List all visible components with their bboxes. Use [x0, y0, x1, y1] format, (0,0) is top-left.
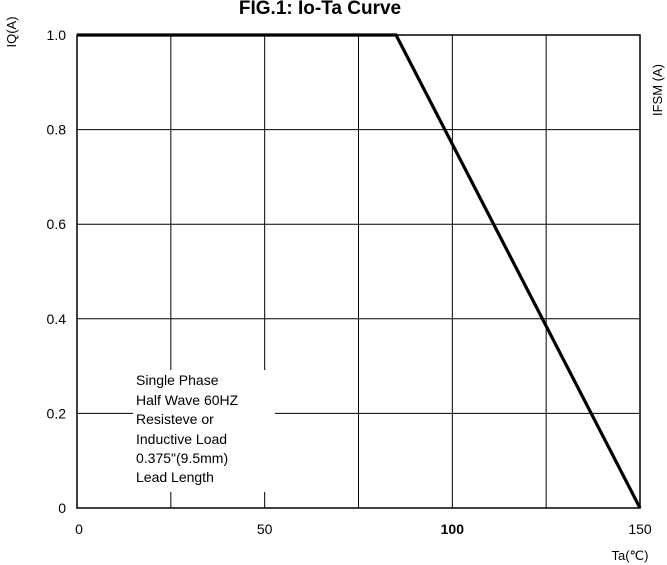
- chart-annotation: Single Phase Half Wave 60HZ Resisteve or…: [133, 370, 275, 492]
- annotation-line-1: Single Phase: [136, 372, 219, 388]
- series-line-0: [77, 33, 642, 509]
- x-tick-label-0: 0: [75, 521, 83, 537]
- x-tick-label-2: 100: [441, 521, 465, 537]
- y-tick-label-0: 0: [58, 500, 66, 516]
- annotation-line-6: Lead Length: [136, 469, 214, 485]
- x-tick-label-3: 150: [628, 521, 652, 537]
- y-tick-label-5: 1.0: [47, 27, 67, 43]
- right-y-axis-label: IFSM (A): [650, 64, 665, 116]
- annotation-line-5: 0.375"(9.5mm): [136, 450, 228, 466]
- x-axis-label: Ta(℃): [612, 548, 649, 563]
- y-axis-label: IQ(A): [4, 16, 19, 47]
- y-tick-label-1: 0.2: [47, 405, 67, 421]
- annotation-line-2: Half Wave 60HZ: [136, 392, 239, 408]
- chart-title: FIG.1: Io-Ta Curve: [239, 0, 401, 19]
- annotation-background: [133, 370, 275, 492]
- tick-labels: 0 0.2 0.4 0.6 0.8 1.0 0 50 100 150: [47, 27, 652, 537]
- series-layer: [77, 33, 642, 509]
- annotation-line-3: Resisteve or: [136, 411, 214, 427]
- y-tick-label-2: 0.4: [47, 311, 67, 327]
- annotation-line-4: Inductive Load: [136, 431, 227, 447]
- y-tick-label-4: 0.8: [47, 122, 67, 138]
- y-tick-label-3: 0.6: [47, 216, 67, 232]
- x-tick-label-1: 50: [257, 521, 273, 537]
